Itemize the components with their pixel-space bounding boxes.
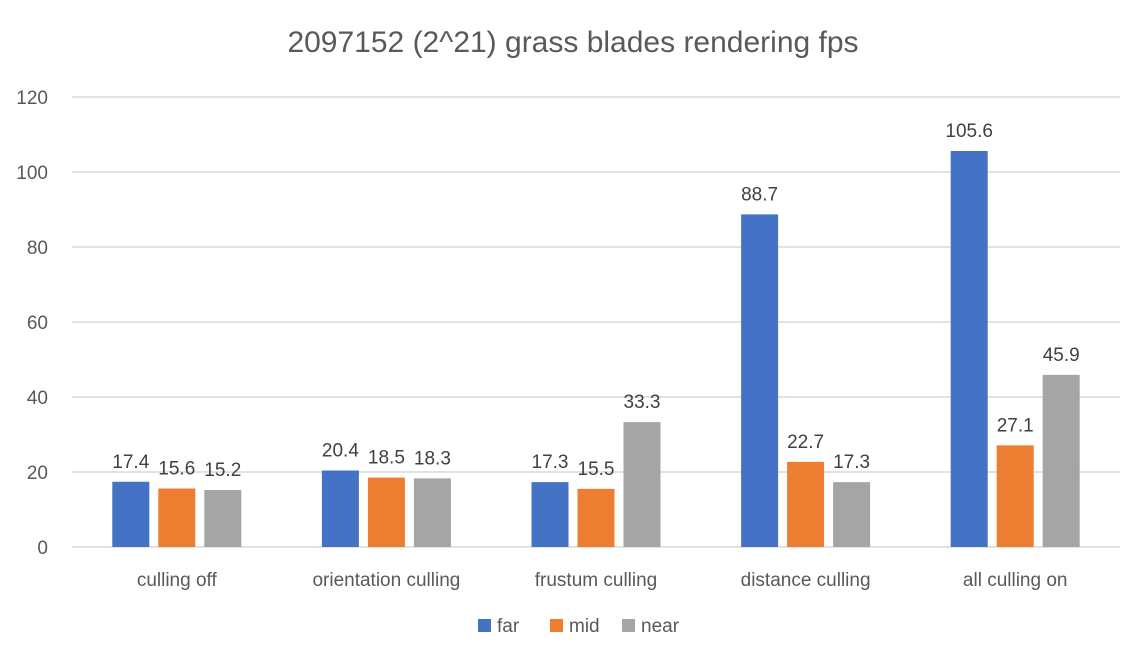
bar-mid-2 [367,477,405,547]
bar-far-3 [531,482,569,547]
category-label: distance culling [741,570,871,591]
data-label-mid-5: 27.1 [997,415,1034,436]
data-label-near-3: 33.3 [624,392,661,413]
data-label-near-2: 18.3 [414,448,451,469]
y-tick-label: 80 [27,238,48,259]
data-label-mid-3: 15.5 [578,459,615,480]
legend-label-mid: mid [569,616,600,637]
data-label-far-4: 88.7 [741,184,778,205]
bar-near-1 [204,490,242,547]
y-tick-label: 60 [27,313,48,334]
bar-near-3 [623,422,661,547]
bar-near-5 [1042,374,1080,547]
legend-swatch-far [478,619,491,632]
bar-far-2 [321,470,359,547]
y-tick-label: 20 [27,463,48,484]
y-tick-label: 0 [37,538,48,559]
legend-label-near: near [641,616,680,637]
data-label-far-1: 17.4 [112,452,149,473]
bar-near-4 [833,482,871,547]
bar-far-5 [950,151,988,547]
data-label-mid-4: 22.7 [787,432,824,453]
bar-mid-3 [577,488,615,547]
data-label-far-5: 105.6 [945,121,993,142]
y-axis-ticks: 0 20 40 60 80 100 120 [16,88,48,559]
legend: far mid near [478,616,680,637]
bar-mid-1 [158,488,196,547]
data-label-near-5: 45.9 [1043,345,1080,366]
bar-near-2 [413,478,451,547]
category-label: all culling on [963,570,1068,591]
data-label-mid-1: 15.6 [158,459,195,480]
data-labels: 17.4 15.6 15.2 20.4 18.5 18.3 17.3 15.5 33.3 88.7… [112,121,1079,481]
bar-mid-4 [787,461,825,547]
legend-swatch-near [622,619,635,632]
bar-far-1 [112,481,150,547]
category-label: culling off [137,570,218,591]
data-label-near-4: 17.3 [833,452,870,473]
y-tick-label: 40 [27,388,48,409]
category-label: frustum culling [535,570,658,591]
bar-mid-5 [996,445,1034,547]
x-axis-categories: culling off orientation culling frustum cu… [137,570,1068,591]
category-label: orientation culling [312,570,460,591]
y-tick-label: 120 [16,88,48,109]
y-tick-label: 100 [16,163,48,184]
chart-title: 2097152 (2^21) grass blades rendering fp… [287,26,858,59]
legend-label-far: far [497,616,520,637]
data-label-far-3: 17.3 [532,452,569,473]
data-label-near-1: 15.2 [204,460,241,481]
legend-swatch-mid [550,619,563,632]
bar-far-4 [741,214,779,547]
gridlines [72,96,1120,548]
data-label-mid-2: 18.5 [368,448,405,469]
bars [112,151,1080,547]
data-label-far-2: 20.4 [322,441,359,462]
